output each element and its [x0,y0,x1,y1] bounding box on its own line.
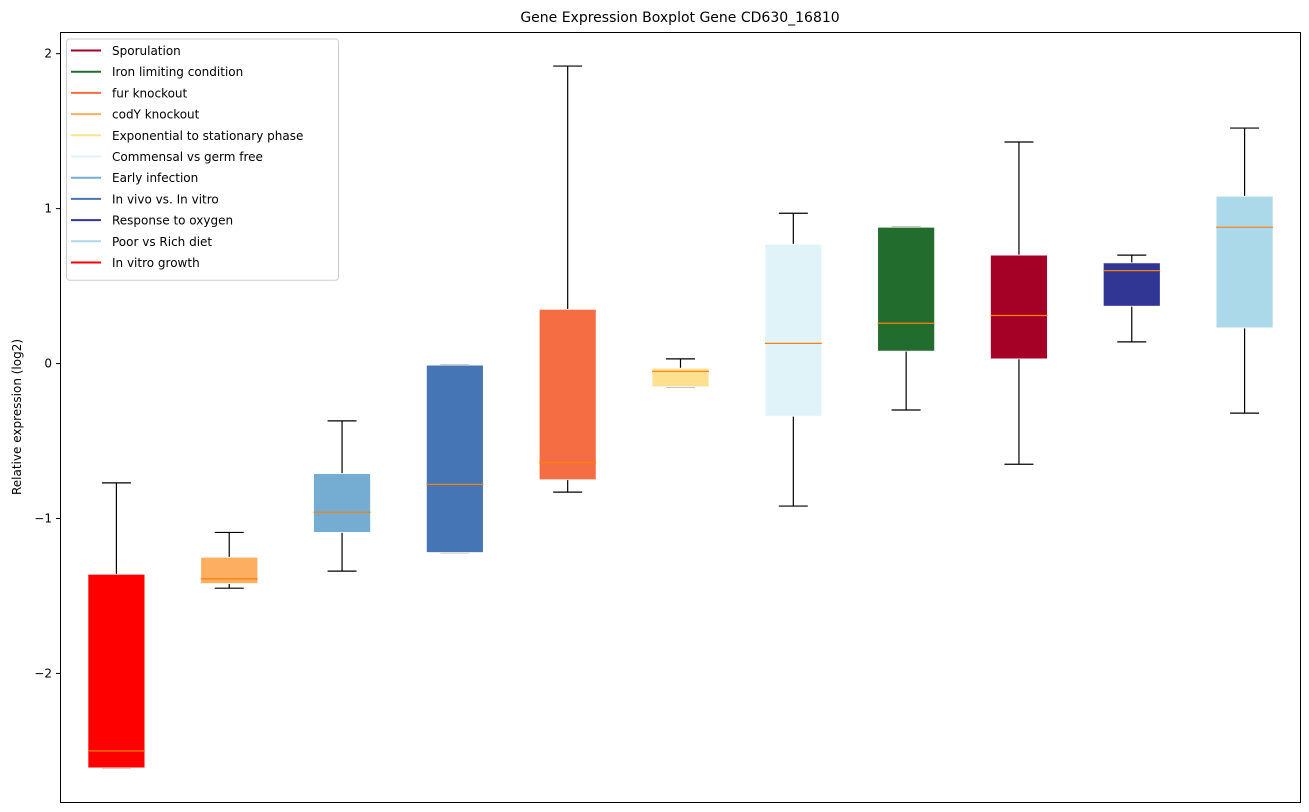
box-early-infection [313,420,371,572]
y-tick-label: 0 [44,357,52,371]
boxes-group [87,65,1274,769]
legend-frame [66,38,339,281]
box-body [425,364,484,553]
box-body [313,473,371,533]
box-commensal-vs-germ-free [764,212,823,507]
box-body [1102,262,1161,307]
box-iron-limiting-condition [877,226,936,411]
box-body [87,573,146,769]
box-body [990,254,1048,360]
legend-label: In vitro growth [112,256,200,270]
box-exponential-to-stationary-phase [651,358,710,388]
legend-label: In vivo vs. In vitro [112,192,219,206]
y-tick-label: −1 [34,511,52,525]
y-tick-label: 1 [44,202,52,216]
box-body [651,367,710,388]
box-cody-knockout [200,531,259,589]
y-tick-label: 2 [44,47,52,61]
legend-label: Early infection [112,171,198,185]
chart-title: Gene Expression Boxplot Gene CD630_16810 [520,10,839,26]
legend-label: Exponential to stationary phase [112,129,303,143]
y-axis: −2 −1 0 1 2 [34,47,60,680]
legend-label: codY knockout [112,108,200,122]
box-body [764,243,823,417]
legend-label: Sporulation [112,44,181,58]
box-body [1215,195,1274,329]
legend-label: fur knockout [112,86,188,100]
box-response-to-oxygen [1102,254,1161,343]
box-in-vitro-growth [87,482,146,769]
legend: Sporulation Iron limiting condition fur kn… [66,38,339,281]
y-tick-label: −2 [34,666,52,680]
plot-frame [60,32,1301,803]
y-axis-label: Relative expression (log2) [10,339,24,495]
box-poor-vs-rich-diet [1215,127,1274,414]
box-fur-knockout [538,65,597,493]
box-body [200,556,259,584]
box-body [877,226,936,352]
box-sporulation [990,141,1048,465]
legend-label: Commensal vs germ free [112,150,263,164]
box-in-vivo-vs-in-vitro [425,364,484,554]
legend-label: Poor vs Rich diet [112,235,212,249]
box-body [538,308,597,481]
legend-label: Iron limiting condition [112,65,243,79]
legend-label: Response to oxygen [112,214,233,228]
